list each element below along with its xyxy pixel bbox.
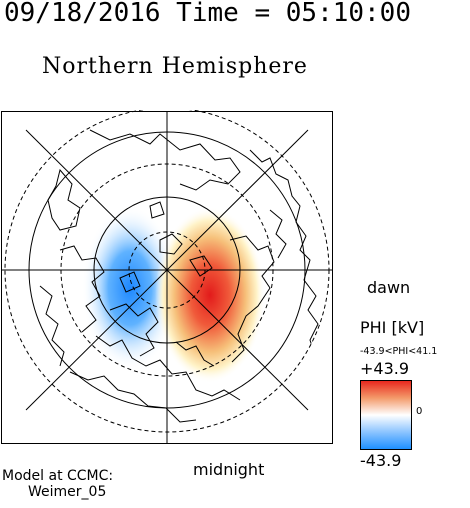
coastlines bbox=[39, 129, 319, 423]
hemisphere-title: Northern Hemisphere bbox=[42, 54, 308, 79]
negative-potential-cell bbox=[82, 206, 178, 370]
colorbar-title: PHI [kV] bbox=[360, 318, 425, 337]
midnight-label: midnight bbox=[193, 460, 265, 479]
polar-potential-map bbox=[1, 110, 333, 444]
date-time-title: 09/18/2016 Time = 05:10:00 bbox=[4, 0, 411, 28]
model-name-label: Weimer_05 bbox=[28, 484, 107, 500]
colorbar-range: -43.9<PHI<41.1 bbox=[360, 346, 438, 357]
colorbar-min-label: -43.9 bbox=[360, 451, 402, 470]
colorbar-zero-label: 0 bbox=[416, 406, 423, 417]
dawn-label: dawn bbox=[367, 278, 411, 297]
polar-grid bbox=[1, 110, 333, 444]
colorbar-max-label: +43.9 bbox=[360, 359, 410, 378]
positive-potential-cell bbox=[155, 207, 265, 383]
model-source-label: Model at CCMC: bbox=[2, 468, 114, 484]
colorbar bbox=[360, 380, 412, 450]
